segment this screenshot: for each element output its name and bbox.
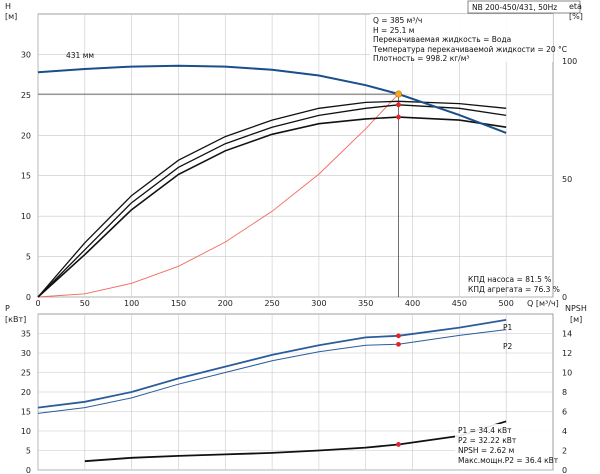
operating-info-box xyxy=(370,14,553,62)
y-tick-label: 0 xyxy=(26,293,31,302)
y-axis-unit: [м] xyxy=(5,12,17,21)
x-tick-label: 50 xyxy=(80,299,90,308)
info-p1: P1 = 34.4 кВт xyxy=(458,426,512,435)
x-tick-label: 400 xyxy=(405,299,420,308)
p-tick-label: 20 xyxy=(21,388,31,397)
eta-pump-curve xyxy=(37,104,507,298)
eta-unit-curve xyxy=(37,116,507,298)
info-liquid: Перекачиваемая жидкость = Вода xyxy=(373,35,511,44)
p1-marker xyxy=(396,333,401,339)
p1-series-label: P1 xyxy=(503,323,513,332)
info-q: Q = 385 м³/ч xyxy=(373,16,422,25)
x-tick-label: 200 xyxy=(218,299,233,308)
x-tick-label: 250 xyxy=(264,299,279,308)
y2-tick-label: 50 xyxy=(562,175,572,184)
x-tick-label: 500 xyxy=(499,299,514,308)
npsh-tick-label: 14 xyxy=(562,330,572,339)
p-axis-title: P xyxy=(5,304,10,313)
p2-series-label: P2 xyxy=(503,342,513,351)
npsh-tick-label: 12 xyxy=(562,349,572,358)
p-tick-label: 15 xyxy=(21,408,31,417)
power-info: P1 = 34.4 кВт P2 = 32.22 кВт NPSH = 2.62… xyxy=(455,424,559,469)
eta-unit-text: КПД агрегата = 76.3 % xyxy=(468,285,560,294)
info-h: H = 25.1 м xyxy=(373,26,414,35)
npsh-axis-title: NPSH xyxy=(565,304,587,313)
npsh-tick-label: 10 xyxy=(562,369,572,378)
curve-diameter-label: 431 мм xyxy=(66,51,94,60)
info-temp: Температура перекачиваемой жидкости = 20… xyxy=(372,45,567,54)
x-tick-label: 300 xyxy=(311,299,326,308)
curves xyxy=(37,64,507,463)
p-tick-label: 25 xyxy=(21,369,31,378)
p-tick-label: 0 xyxy=(26,466,31,474)
tick-labels: 0 50 100 150 200 250 300 350 400 450 5000510152025… xyxy=(21,50,577,474)
y-tick-label: 10 xyxy=(21,212,31,221)
system-curve xyxy=(37,93,399,298)
y2-tick-label: 100 xyxy=(562,57,577,66)
operating-info: Q = 385 м³/ч H = 25.1 м Перекачиваемая ж… xyxy=(370,14,567,63)
npsh-tick-label: 4 xyxy=(562,427,567,436)
npsh-tick-label: 8 xyxy=(562,388,567,397)
info-p2: P2 = 32.22 кВт xyxy=(458,436,517,445)
y-tick-label: 25 xyxy=(21,91,31,100)
info-max-p2: Макс.мощн.P2 = 36.4 кВт xyxy=(458,456,559,465)
p2-marker xyxy=(396,341,401,347)
y-tick-label: 15 xyxy=(21,172,31,181)
p1-curve xyxy=(37,319,507,409)
power-info-box xyxy=(455,424,552,469)
pump-model-label: NB 200-450/431, 50Hz xyxy=(472,3,557,12)
x-tick-label: 450 xyxy=(452,299,467,308)
head-curve xyxy=(37,64,507,134)
x-tick-label: 100 xyxy=(124,299,139,308)
operating-point xyxy=(394,90,402,98)
y2-tick-label: 0 xyxy=(562,293,567,302)
eta-marker xyxy=(396,102,401,108)
head-chart-grid xyxy=(37,14,553,298)
npsh-curve xyxy=(84,420,507,463)
p-axis-unit: [кВт] xyxy=(5,315,26,324)
p-tick-label: 5 xyxy=(26,447,31,456)
y2-axis-title: eta xyxy=(569,2,582,11)
npsh-tick-label: 0 xyxy=(562,466,567,474)
npsh-marker xyxy=(396,442,401,447)
info-npsh: NPSH = 2.62 м xyxy=(458,446,514,455)
eta-marker xyxy=(396,114,401,120)
y-axis-title: H xyxy=(5,2,11,11)
y-tick-label: 30 xyxy=(21,50,31,59)
x-tick-label: 0 xyxy=(35,299,40,308)
y-tick-label: 5 xyxy=(26,253,31,262)
npsh-axis-unit: [м] xyxy=(570,315,582,324)
y-tick-label: 20 xyxy=(21,131,31,140)
x-tick-label: 150 xyxy=(171,299,186,308)
p-tick-label: 30 xyxy=(21,349,31,358)
p-tick-label: 35 xyxy=(21,330,31,339)
npsh-tick-label: 2 xyxy=(562,447,567,456)
x-axis-title: Q [м³/ч] xyxy=(527,299,559,308)
p-tick-label: 10 xyxy=(21,427,31,436)
eta-pump-text: КПД насоса = 81.5 % xyxy=(468,275,551,284)
info-density: Плотность = 998.2 кг/м³ xyxy=(373,54,469,63)
model-box xyxy=(467,0,581,14)
npsh-tick-label: 6 xyxy=(562,408,567,417)
x-tick-label: 350 xyxy=(358,299,373,308)
y2-axis-unit: [%] xyxy=(569,12,583,21)
markers xyxy=(38,90,402,447)
p2-curve xyxy=(37,329,507,414)
